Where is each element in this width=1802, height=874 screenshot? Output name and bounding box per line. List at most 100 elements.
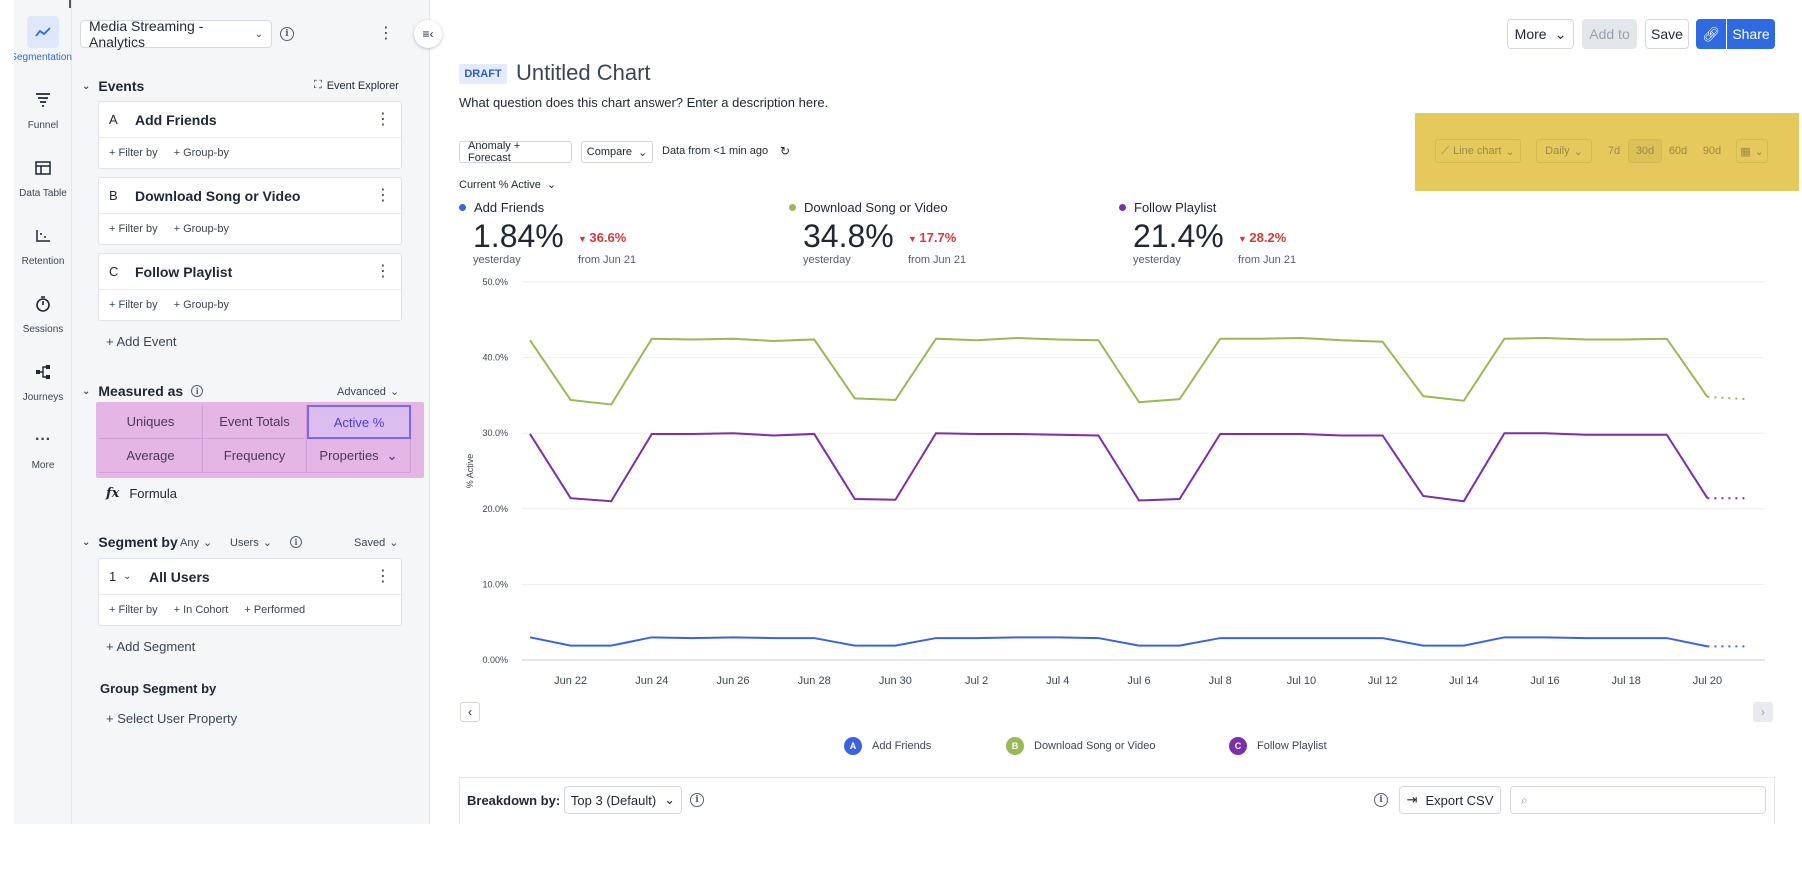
kebab-menu-icon[interactable]: ⋮ [375, 186, 391, 204]
more-dropdown[interactable]: More ⌄ [1507, 19, 1574, 49]
info-icon[interactable]: i [290, 536, 302, 548]
save-button[interactable]: Save [1645, 19, 1689, 49]
group-by-link[interactable]: + Group-by [173, 147, 229, 159]
filter-by-link[interactable]: + Filter by [109, 299, 158, 311]
chart-scroll-right-button[interactable]: › [1753, 702, 1773, 722]
breakdown-search[interactable]: ⌕ [1510, 786, 1766, 814]
rail-label: Journeys [22, 392, 64, 403]
kebab-menu-icon[interactable]: ⋮ [378, 25, 394, 42]
add-event-button[interactable]: + Add Event [106, 334, 177, 349]
event-name[interactable]: Add Friends [135, 111, 217, 128]
breakdown-select[interactable]: Top 3 (Default) ⌄ [564, 786, 682, 814]
rail-item-funnel[interactable]: Funnel [14, 84, 72, 131]
metric-sub-left: yesterday [803, 254, 851, 266]
event-name[interactable]: Follow Playlist [135, 263, 233, 280]
rail-label: Retention [21, 256, 65, 267]
rail-item-retention[interactable]: Retention [14, 220, 72, 267]
add-segment-button[interactable]: + Add Segment [106, 639, 196, 654]
export-csv-button[interactable]: ⇥ Export CSV [1399, 786, 1501, 814]
info-icon[interactable]: i [191, 385, 204, 397]
event-name[interactable]: Download Song or Video [135, 187, 301, 204]
collapse-sidebar-button[interactable]: ≡‹ [414, 20, 442, 48]
legend-item-download[interactable]: B Download Song or Video [1006, 737, 1156, 755]
y-axis-label: % Active [465, 454, 475, 489]
measure-active-percent[interactable]: Active % [307, 405, 411, 439]
refresh-icon[interactable]: ↻ [780, 144, 791, 158]
project-name: Media Streaming - Analytics [89, 18, 204, 50]
segment-card[interactable]: 1 ⌄ All Users ⋮ + Filter by + In Cohort … [98, 558, 402, 626]
legend-item-add-friends[interactable]: A Add Friends [844, 737, 931, 755]
measure-event-totals[interactable]: Event Totals [203, 405, 307, 439]
event-card-c[interactable]: C Follow Playlist ⋮ + Filter by + Group-… [98, 253, 402, 321]
event-letter: A [109, 112, 118, 127]
formula-button[interactable]: fx Formula [106, 486, 177, 501]
measure-properties[interactable]: Properties ⌄ [307, 439, 411, 473]
chart-type-dropdown[interactable]: ⟋ Line chart ⌄ [1435, 139, 1521, 163]
info-icon[interactable]: i [690, 793, 704, 807]
legend-item-follow-playlist[interactable]: C Follow Playlist [1229, 737, 1327, 755]
range-30d[interactable]: 30d [1628, 139, 1662, 163]
segment-users-dropdown[interactable]: Users ⌄ [230, 536, 272, 550]
project-select[interactable]: Media Streaming - Analytics ⌄ [80, 18, 272, 50]
metric-sub-left: yesterday [1133, 254, 1181, 266]
segment-by-header[interactable]: ⌄ Segment by [82, 534, 178, 550]
chart-scroll-left-button[interactable]: ‹ [460, 702, 480, 722]
performed-link[interactable]: + Performed [244, 604, 306, 616]
rail-item-journeys[interactable]: Journeys [14, 356, 72, 403]
rail-item-sessions[interactable]: Sessions [14, 288, 72, 335]
kebab-menu-icon[interactable]: ⋮ [375, 110, 391, 128]
measured-as-header[interactable]: ⌄ Measured as i [82, 383, 204, 399]
series-line [529, 336, 1709, 406]
stopwatch-icon [27, 288, 59, 320]
measure-uniques[interactable]: Uniques [99, 405, 203, 439]
advanced-dropdown[interactable]: Advanced ⌄ [337, 385, 399, 399]
more-label: More [1514, 26, 1547, 42]
filter-by-link[interactable]: + Filter by [109, 147, 158, 159]
kebab-menu-icon[interactable]: ⋮ [375, 567, 391, 585]
metric-select-dropdown[interactable]: Current % Active ⌄ [459, 178, 556, 192]
filter-by-link[interactable]: + Filter by [109, 223, 158, 235]
saved-label: Saved [354, 536, 386, 549]
segment-name[interactable]: All Users [149, 568, 210, 585]
info-icon[interactable]: i [280, 27, 294, 41]
rail-item-more[interactable]: ··· More [14, 424, 72, 471]
chevron-down-icon[interactable]: ⌄ [123, 571, 132, 582]
group-by-link[interactable]: + Group-by [173, 299, 229, 311]
measure-average[interactable]: Average [99, 439, 203, 473]
copy-link-button[interactable]: 🔗︎ [1696, 19, 1726, 49]
filter-by-link[interactable]: + Filter by [109, 604, 158, 616]
event-explorer-link[interactable]: ⛶ Event Explorer [314, 79, 399, 92]
event-card-b[interactable]: B Download Song or Video ⋮ + Filter by +… [98, 177, 402, 245]
rail-item-segmentation[interactable]: Segmentation [14, 16, 72, 63]
add-to-button[interactable]: Add to [1582, 19, 1637, 49]
kebab-menu-icon[interactable]: ⋮ [375, 262, 391, 280]
info-icon[interactable]: i [1374, 793, 1388, 807]
compare-dropdown[interactable]: Compare ⌄ [581, 141, 653, 163]
select-user-property-button[interactable]: + Select User Property [106, 711, 238, 726]
group-by-link[interactable]: + Group-by [173, 223, 229, 235]
search-input[interactable] [1535, 793, 1756, 807]
event-letter: C [109, 264, 119, 279]
in-cohort-link[interactable]: + In Cohort [173, 604, 229, 616]
saved-segments-dropdown[interactable]: Saved ⌄ [354, 536, 398, 550]
draft-badge: DRAFT [459, 64, 507, 84]
chart-description[interactable]: What question does this chart answer? En… [459, 95, 829, 110]
rail-item-data-table[interactable]: Data Table [14, 152, 72, 199]
chart-title[interactable]: Untitled Chart [516, 60, 651, 85]
measure-frequency[interactable]: Frequency [203, 439, 307, 473]
events-header[interactable]: ⌄ Events [82, 78, 144, 94]
range-60d[interactable]: 60d [1668, 145, 1688, 157]
share-button[interactable]: Share [1727, 19, 1775, 49]
group-segment-title: Group Segment by [100, 681, 217, 696]
nav-rail: Segmentation Funnel Data Table Retention… [14, 0, 72, 824]
range-7d[interactable]: 7d [1607, 145, 1621, 157]
metric-value: 34.8% [803, 218, 894, 254]
range-90d[interactable]: 90d [1702, 145, 1722, 157]
interval-dropdown[interactable]: Daily ⌄ [1536, 139, 1592, 163]
formula-icon: fx [106, 486, 120, 501]
anomaly-forecast-button[interactable]: Anomaly + Forecast [459, 140, 572, 164]
date-picker-button[interactable]: ▦ ⌄ [1736, 139, 1768, 163]
event-card-a[interactable]: A Add Friends ⋮ + Filter by + Group-by [98, 101, 402, 169]
segment-any-dropdown[interactable]: Any ⌄ [180, 536, 212, 550]
x-tick-label: Jun 24 [635, 675, 668, 687]
